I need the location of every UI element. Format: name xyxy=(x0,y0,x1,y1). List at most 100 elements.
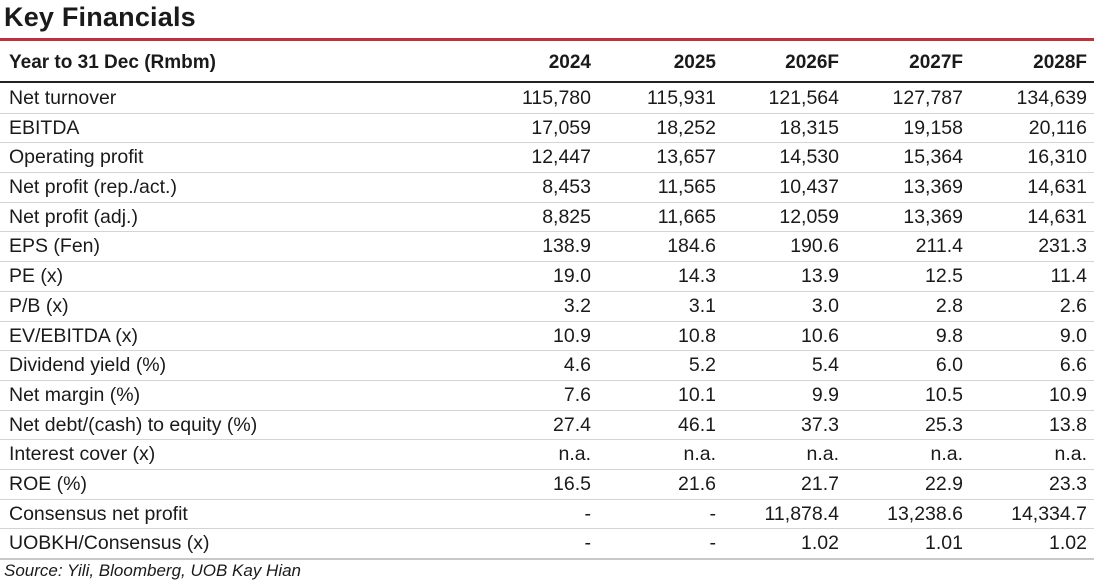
row-value: 18,252 xyxy=(656,116,716,139)
row-value: 10,437 xyxy=(779,176,839,199)
row-value: 10.8 xyxy=(678,324,716,347)
row-value: 46.1 xyxy=(678,413,716,436)
row-value: 19,158 xyxy=(903,116,963,139)
row-label: Net profit (rep./act.) xyxy=(9,176,177,199)
table-body: Net turnover 115,780 115,931 121,564 127,787… xyxy=(0,84,1094,560)
row-value: 8,825 xyxy=(542,205,591,228)
row-value: - xyxy=(709,532,717,555)
row-value: - xyxy=(584,502,592,525)
row-value: 1.02 xyxy=(1049,532,1087,555)
row-value: - xyxy=(584,532,592,555)
row-value: n.a. xyxy=(806,443,839,466)
row-value: 14.3 xyxy=(678,265,716,288)
row-label: ROE (%) xyxy=(9,472,87,495)
row-value: 22.9 xyxy=(925,472,963,495)
row-label: PE (x) xyxy=(9,265,64,288)
row-value: 12.5 xyxy=(925,265,963,288)
header-year: 2024 xyxy=(548,52,591,73)
row-value: 13,369 xyxy=(903,176,963,199)
row-value: 11.4 xyxy=(1050,265,1087,288)
row-value: 21.7 xyxy=(801,472,839,495)
row-value: 21.6 xyxy=(678,472,716,495)
row-value: - xyxy=(709,502,717,525)
header-label: Year to 31 Dec (Rmbm) xyxy=(9,52,216,73)
table-row: Net debt/(cash) to equity (%) 27.4 46.1 37.… xyxy=(0,411,1094,441)
table-row: Operating profit 12,447 13,657 14,530 15,364… xyxy=(0,143,1094,174)
table-row: P/B (x) 3.2 3.1 3.0 2.8 2.6 xyxy=(0,292,1094,322)
row-value: n.a. xyxy=(930,443,963,466)
row-value: 115,931 xyxy=(646,87,716,109)
row-value: 13.9 xyxy=(801,265,839,288)
table-header-row: Year to 31 Dec (Rmbm) 2024 2025 2026F 20… xyxy=(0,45,1094,83)
row-value: 8,453 xyxy=(542,176,591,199)
row-value: 11,665 xyxy=(657,205,716,228)
table-row: EPS (Fen) 138.9 184.6 190.6 211.4 231.3 xyxy=(0,232,1094,263)
row-value: 211.4 xyxy=(915,235,963,258)
title-underline xyxy=(0,38,1094,41)
table-row: Net profit (adj.) 8,825 11,665 12,059 13,369… xyxy=(0,203,1094,233)
row-label: Dividend yield (%) xyxy=(9,354,167,377)
row-value: 10.1 xyxy=(678,383,716,406)
row-value: 5.4 xyxy=(811,354,839,377)
row-value: 14,334.7 xyxy=(1011,502,1087,525)
table-row: EBITDA 17,059 18,252 18,315 19,158 20,116 xyxy=(0,114,1094,144)
header-year: 2026F xyxy=(785,52,839,73)
row-value: n.a. xyxy=(558,443,591,466)
row-value: 231.3 xyxy=(1038,235,1087,258)
row-label: Net profit (adj.) xyxy=(9,205,138,228)
table-row: Consensus net profit - - 11,878.4 13,238.6 14… xyxy=(0,500,1094,530)
table-row: UOBKH/Consensus (x) - - 1.02 1.01 1.02 xyxy=(0,529,1094,560)
row-value: 19.0 xyxy=(553,265,591,288)
row-value: 10.6 xyxy=(801,324,839,347)
row-value: 15,364 xyxy=(903,146,963,169)
row-value: 16.5 xyxy=(553,472,591,495)
row-label: EV/EBITDA (x) xyxy=(9,324,138,347)
table-title: Key Financials xyxy=(4,2,196,32)
row-label: Net turnover xyxy=(9,87,117,109)
row-value: 10.5 xyxy=(925,383,963,406)
row-value: 1.01 xyxy=(925,532,963,555)
header-year: 2027F xyxy=(909,52,963,73)
row-label: P/B (x) xyxy=(9,294,69,317)
row-value: 13.8 xyxy=(1049,413,1087,436)
source-note: Source: Yili, Bloomberg, UOB Kay Hian xyxy=(4,561,302,580)
row-value: 5.2 xyxy=(688,354,716,377)
row-value: n.a. xyxy=(1054,443,1087,466)
row-value: 14,631 xyxy=(1027,176,1087,199)
row-value: 18,315 xyxy=(779,116,839,139)
row-value: 10.9 xyxy=(1049,383,1087,406)
row-value: 3.1 xyxy=(688,294,716,317)
row-value: 12,059 xyxy=(779,205,839,228)
row-value: 138.9 xyxy=(542,235,591,258)
row-value: 13,238.6 xyxy=(887,502,963,525)
row-value: 13,369 xyxy=(903,205,963,228)
row-value: n.a. xyxy=(683,443,716,466)
row-value: 3.2 xyxy=(563,294,591,317)
table-row: Net turnover 115,780 115,931 121,564 127,787… xyxy=(0,84,1094,114)
row-value: 6.6 xyxy=(1059,354,1087,377)
row-label: Net margin (%) xyxy=(9,383,141,406)
row-value: 2.6 xyxy=(1059,294,1087,317)
row-label: Consensus net profit xyxy=(9,502,188,525)
table-row: Interest cover (x) n.a. n.a. n.a. n.a. n.a. xyxy=(0,440,1094,470)
table-row: EV/EBITDA (x) 10.9 10.8 10.6 9.8 9.0 xyxy=(0,322,1094,352)
row-label: EBITDA xyxy=(9,116,80,139)
header-year: 2025 xyxy=(673,52,716,73)
row-label: Net debt/(cash) to equity (%) xyxy=(9,413,258,436)
row-value: 20,116 xyxy=(1028,116,1087,139)
table-row: Net profit (rep./act.) 8,453 11,565 10,437 1… xyxy=(0,173,1094,203)
row-value: 127,787 xyxy=(892,87,964,109)
row-value: 1.02 xyxy=(801,532,839,555)
row-value: 10.9 xyxy=(553,324,591,347)
row-label: Operating profit xyxy=(9,146,144,169)
table-row: PE (x) 19.0 14.3 13.9 12.5 11.4 xyxy=(0,262,1094,292)
row-value: 121,564 xyxy=(768,87,840,109)
row-value: 11,565 xyxy=(657,176,716,199)
row-value: 4.6 xyxy=(563,354,591,377)
row-value: 14,631 xyxy=(1027,205,1087,228)
row-value: 134,639 xyxy=(1016,87,1088,109)
row-value: 190.6 xyxy=(790,235,839,258)
row-value: 9.8 xyxy=(935,324,963,347)
table-row: ROE (%) 16.5 21.6 21.7 22.9 23.3 xyxy=(0,470,1094,500)
row-value: 14,530 xyxy=(779,146,839,169)
